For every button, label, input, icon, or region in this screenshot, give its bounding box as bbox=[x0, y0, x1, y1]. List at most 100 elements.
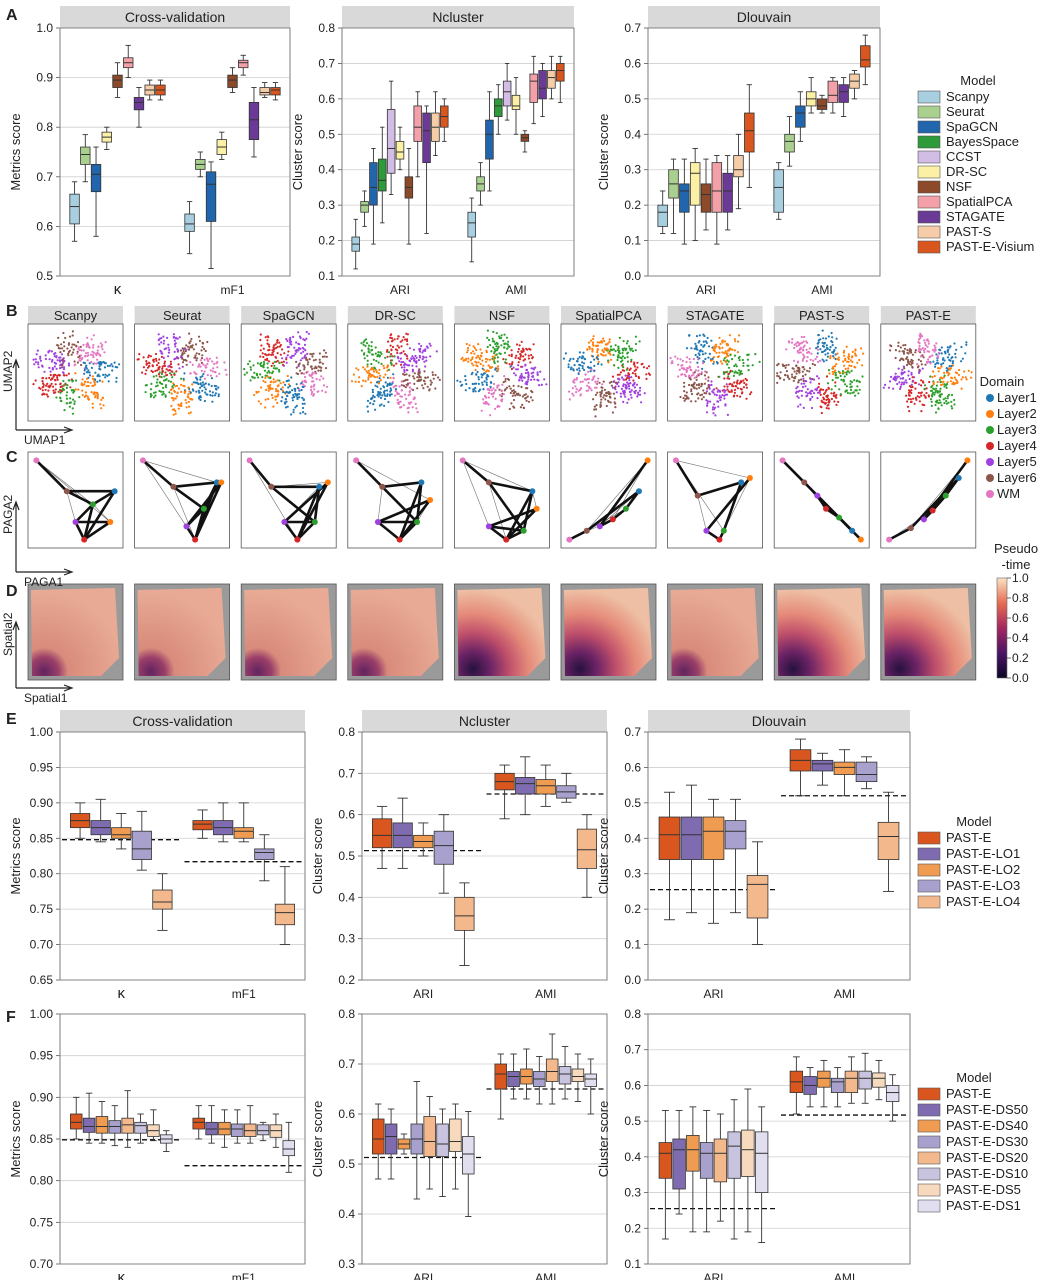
paga-node-layer2 bbox=[746, 475, 753, 481]
umap-point bbox=[674, 355, 677, 358]
umap-point bbox=[964, 376, 967, 379]
umap-point bbox=[828, 372, 831, 375]
umap-point bbox=[751, 364, 754, 367]
umap-point bbox=[393, 355, 396, 358]
umap-point bbox=[572, 380, 575, 383]
legend-swatch-bayesspace bbox=[917, 135, 941, 149]
umap-point bbox=[786, 376, 790, 379]
x-tick-label: AMI bbox=[505, 283, 526, 297]
umap-point bbox=[189, 372, 192, 375]
umap-point bbox=[177, 349, 180, 352]
umap-point bbox=[917, 391, 920, 394]
umap-point bbox=[157, 373, 160, 376]
y-tick-label: 0.0 bbox=[624, 973, 641, 987]
umap-point bbox=[619, 392, 622, 395]
umap-point bbox=[899, 385, 902, 389]
umap-point bbox=[600, 386, 603, 389]
umap-point bbox=[83, 380, 86, 383]
umap-point bbox=[168, 348, 171, 352]
umap-point bbox=[165, 378, 168, 381]
umap-point bbox=[157, 361, 160, 365]
x-tick-label: ARI bbox=[703, 1271, 723, 1280]
box-dr-sc bbox=[395, 140, 405, 160]
umap-point bbox=[199, 396, 202, 399]
umap-point bbox=[723, 385, 726, 388]
umap-point bbox=[922, 349, 926, 352]
umap-point bbox=[318, 352, 321, 355]
umap-point bbox=[370, 341, 373, 344]
y-tick-label: 0.7 bbox=[338, 1057, 355, 1071]
umap-point bbox=[86, 342, 89, 345]
umap-point bbox=[608, 350, 611, 353]
umap-point bbox=[403, 363, 406, 367]
umap-point bbox=[45, 377, 48, 380]
umap-point bbox=[524, 353, 527, 356]
umap-point bbox=[671, 361, 674, 364]
umap-point bbox=[628, 379, 631, 382]
y-tick-label: 0.7 bbox=[624, 725, 641, 739]
umap-point bbox=[170, 392, 173, 395]
umap-point bbox=[167, 343, 170, 346]
umap-point bbox=[919, 355, 923, 358]
umap-point bbox=[515, 368, 518, 371]
umap-point bbox=[285, 400, 288, 403]
umap-point bbox=[398, 385, 401, 388]
umap-point bbox=[611, 411, 615, 414]
umap-point bbox=[199, 365, 202, 368]
umap-point bbox=[518, 344, 521, 347]
box-past-e-lo2 bbox=[535, 779, 556, 795]
umap-point bbox=[34, 361, 38, 364]
umap-point bbox=[418, 356, 422, 359]
umap-point bbox=[275, 388, 278, 391]
y-tick-label: 0.95 bbox=[30, 1049, 54, 1063]
umap-point bbox=[940, 352, 943, 355]
umap-point bbox=[705, 392, 708, 395]
umap-point bbox=[732, 385, 735, 388]
umap-point bbox=[295, 383, 298, 386]
umap-point bbox=[90, 353, 93, 356]
umap-point bbox=[817, 385, 820, 389]
umap-point bbox=[831, 336, 834, 339]
umap-point bbox=[583, 357, 586, 360]
box-past-e bbox=[70, 1113, 83, 1130]
umap-point bbox=[702, 389, 705, 392]
umap-point bbox=[318, 358, 321, 361]
umap-point bbox=[737, 340, 740, 343]
umap-point bbox=[203, 347, 206, 351]
umap-point bbox=[36, 349, 39, 352]
umap-point bbox=[710, 339, 713, 342]
umap-point bbox=[641, 362, 644, 365]
umap-point bbox=[400, 345, 403, 348]
umap-point bbox=[259, 402, 262, 405]
umap-point bbox=[72, 348, 75, 351]
umap-point bbox=[37, 361, 40, 364]
umap-point bbox=[84, 391, 87, 394]
umap-point bbox=[733, 381, 736, 384]
umap-point bbox=[214, 392, 217, 395]
y-axis-label: Metrics score bbox=[8, 113, 23, 190]
umap-point bbox=[308, 358, 311, 361]
umap-point bbox=[960, 345, 963, 349]
umap-title: Scanpy bbox=[54, 308, 98, 323]
umap-point bbox=[492, 346, 495, 349]
umap-point bbox=[181, 347, 184, 350]
umap-point bbox=[466, 351, 469, 354]
umap-point bbox=[797, 370, 800, 373]
umap-point bbox=[516, 368, 520, 371]
umap-point bbox=[47, 351, 50, 354]
umap-point bbox=[411, 406, 414, 409]
umap-point bbox=[611, 375, 615, 378]
umap-point bbox=[363, 368, 367, 371]
umap-point bbox=[817, 334, 820, 337]
umap-point bbox=[269, 384, 272, 387]
umap-point bbox=[423, 360, 426, 363]
umap-point bbox=[576, 368, 579, 371]
umap-point bbox=[927, 358, 930, 361]
umap-point bbox=[203, 377, 206, 380]
paga-edge bbox=[74, 503, 94, 523]
umap-point bbox=[82, 343, 85, 346]
umap-point bbox=[934, 365, 937, 368]
umap-point bbox=[485, 370, 488, 373]
umap-point bbox=[637, 375, 640, 378]
umap-point bbox=[154, 385, 158, 388]
